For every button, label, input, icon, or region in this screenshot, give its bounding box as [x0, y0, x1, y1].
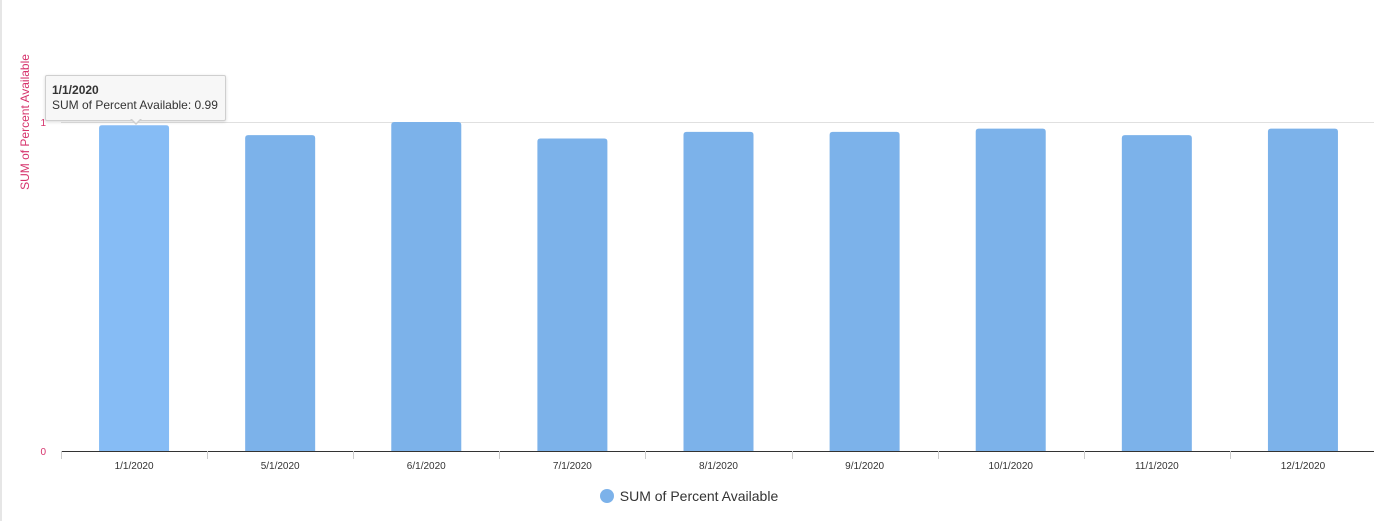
x-tick-label: 11/1/2020 — [1135, 461, 1179, 472]
bar — [683, 131, 754, 451]
y-axis-title: SUM of Percent Available — [18, 54, 32, 190]
x-tick-label: 8/1/2020 — [699, 461, 738, 472]
bars-layer — [99, 122, 1338, 451]
x-tick-label: 10/1/2020 — [988, 461, 1033, 472]
x-tick-label: 12/1/2020 — [1281, 461, 1326, 472]
x-tick-label: 1/1/2020 — [115, 461, 154, 472]
legend[interactable]: SUM of Percent Available — [2, 488, 1374, 504]
bar — [1121, 135, 1192, 451]
tooltip: 1/1/2020 SUM of Percent Available: 0.99 — [45, 75, 226, 121]
bar — [391, 122, 462, 451]
y-tick-label: 1 — [40, 118, 46, 129]
tooltip-arrow-inner — [131, 118, 141, 123]
x-tick-label: 7/1/2020 — [553, 461, 592, 472]
x-tick-label: 5/1/2020 — [261, 461, 300, 472]
axis-layer: 011/1/2020 5/1/2020 6/1/2020 7/1/2020 8/1/20… — [40, 118, 1374, 472]
legend-label: SUM of Percent Available — [619, 488, 779, 504]
bar — [975, 128, 1046, 451]
legend-marker — [599, 489, 614, 503]
x-tick-label: 9/1/2020 — [845, 461, 884, 472]
bar — [1267, 128, 1338, 451]
bar — [829, 131, 900, 451]
tooltip-title: 1/1/2020 — [52, 83, 99, 97]
bar — [245, 135, 316, 451]
y-tick-label: 0 — [40, 447, 46, 458]
x-tick-label: 6/1/2020 — [407, 461, 446, 472]
bar — [537, 138, 608, 451]
bar — [99, 125, 170, 451]
tooltip-text: SUM of Percent Available: 0.99 — [52, 98, 218, 112]
